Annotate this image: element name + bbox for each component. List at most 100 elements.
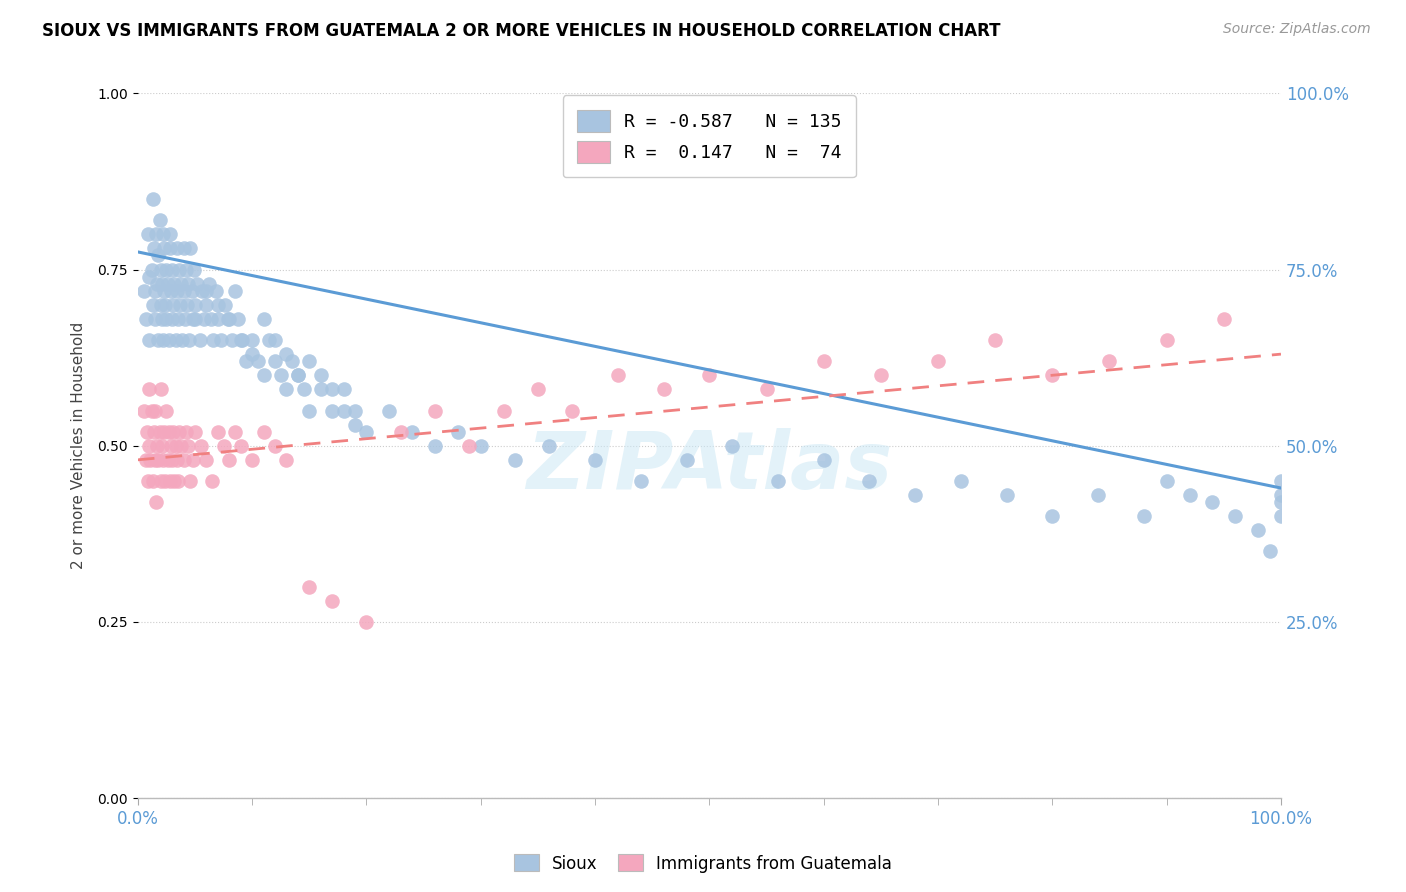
Point (166, 284, 188, 298)
Point (240, 347, 263, 361)
Point (146, 277, 169, 291)
Point (813, 453, 835, 467)
Point (503, 453, 526, 467)
Point (141, 262, 163, 277)
Point (1270, 488, 1292, 502)
Point (166, 474, 188, 488)
Point (470, 439, 492, 453)
Point (204, 284, 226, 298)
Point (136, 425, 159, 439)
Point (170, 439, 193, 453)
Point (298, 580, 321, 594)
Point (224, 425, 246, 439)
Point (141, 403, 163, 417)
Point (583, 453, 606, 467)
Point (155, 403, 177, 417)
Point (1040, 368, 1063, 383)
Point (150, 311, 173, 326)
Point (927, 354, 949, 368)
Point (149, 383, 172, 397)
Point (276, 453, 298, 467)
Point (166, 453, 188, 467)
Point (949, 474, 972, 488)
Point (172, 333, 194, 347)
Point (214, 298, 236, 312)
Point (143, 453, 166, 467)
Point (163, 474, 186, 488)
Point (231, 333, 253, 347)
Point (356, 425, 378, 439)
Point (159, 241, 181, 255)
Point (229, 333, 252, 347)
Point (561, 403, 583, 417)
Point (169, 298, 191, 312)
Point (264, 333, 287, 347)
Point (142, 474, 165, 488)
Point (270, 368, 292, 383)
Point (155, 298, 177, 312)
Point (149, 474, 172, 488)
Point (1178, 488, 1201, 502)
Point (423, 403, 446, 417)
Point (276, 347, 298, 361)
Point (276, 383, 298, 397)
Point (218, 311, 240, 326)
Point (458, 439, 481, 453)
Point (813, 354, 835, 368)
Point (298, 354, 321, 368)
Point (146, 439, 169, 453)
Point (252, 425, 274, 439)
Point (190, 439, 212, 453)
Point (142, 298, 165, 312)
Point (240, 333, 263, 347)
Point (224, 284, 246, 298)
Point (132, 284, 155, 298)
Point (1098, 354, 1121, 368)
Point (229, 439, 252, 453)
Point (309, 368, 332, 383)
Point (292, 383, 315, 397)
Point (160, 439, 183, 453)
Point (191, 284, 214, 298)
Point (197, 277, 219, 291)
Point (538, 439, 561, 453)
Legend: Sioux, Immigrants from Guatemala: Sioux, Immigrants from Guatemala (508, 847, 898, 880)
Point (235, 354, 257, 368)
Point (179, 241, 201, 255)
Point (652, 383, 675, 397)
Point (145, 495, 167, 509)
Point (155, 262, 177, 277)
Point (195, 453, 218, 467)
Point (181, 453, 204, 467)
Point (160, 453, 183, 467)
Point (149, 298, 172, 312)
Point (201, 474, 224, 488)
Point (193, 311, 215, 326)
Point (356, 615, 378, 629)
Point (156, 453, 179, 467)
Point (401, 425, 423, 439)
Point (527, 383, 550, 397)
Point (607, 368, 630, 383)
Point (157, 425, 180, 439)
Point (138, 333, 160, 347)
Point (1156, 474, 1178, 488)
Point (166, 311, 188, 326)
Point (179, 333, 201, 347)
Point (136, 227, 159, 242)
Point (298, 403, 321, 417)
Point (162, 298, 184, 312)
Point (138, 439, 160, 453)
Point (1133, 509, 1156, 524)
Point (142, 241, 165, 255)
Point (207, 298, 229, 312)
Point (184, 311, 207, 326)
Point (162, 425, 184, 439)
Point (173, 241, 195, 255)
Point (160, 284, 183, 298)
Point (153, 425, 176, 439)
Point (344, 417, 367, 432)
Point (143, 284, 166, 298)
Point (984, 333, 1007, 347)
Point (165, 333, 187, 347)
